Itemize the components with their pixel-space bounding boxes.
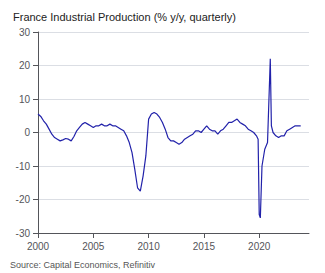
svg-text:-30: -30 (16, 228, 31, 239)
svg-text:2010: 2010 (137, 241, 160, 252)
svg-text:2020: 2020 (248, 241, 271, 252)
svg-text:-10: -10 (16, 161, 31, 172)
svg-text:30: 30 (19, 27, 31, 38)
svg-text:10: 10 (19, 94, 31, 105)
svg-text:France Industrial Production (: France Industrial Production (% y/y, qua… (13, 11, 236, 23)
svg-text:-20: -20 (16, 194, 31, 205)
svg-text:Source: Capital Economics, Ref: Source: Capital Economics, Refinitiv (10, 260, 156, 270)
svg-text:2015: 2015 (193, 241, 216, 252)
svg-text:0: 0 (24, 127, 30, 138)
svg-text:20: 20 (19, 60, 31, 71)
svg-text:2005: 2005 (82, 241, 105, 252)
svg-text:2000: 2000 (27, 241, 50, 252)
